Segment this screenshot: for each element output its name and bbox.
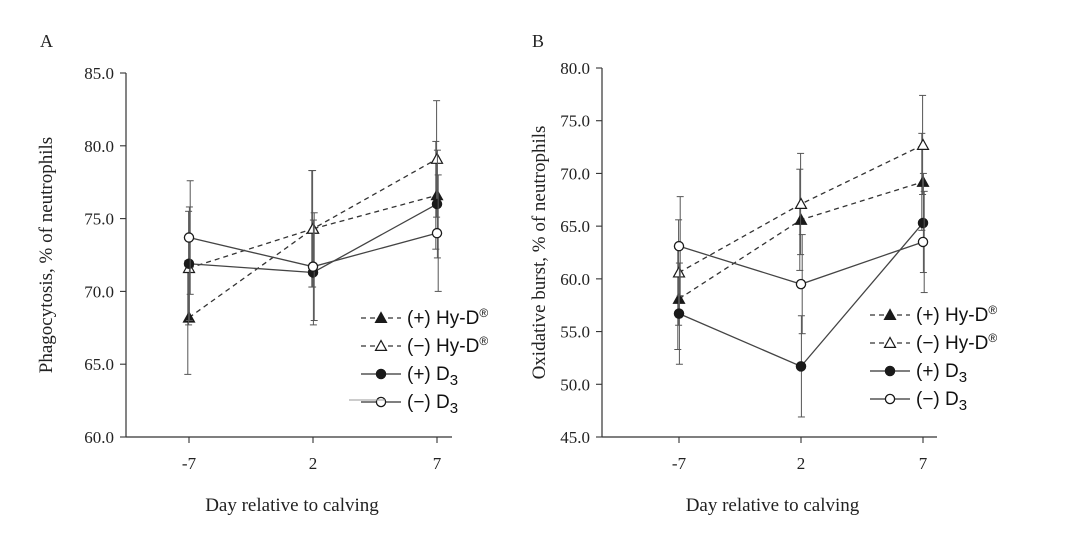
x-tick-label: -7 xyxy=(182,454,197,473)
panel-letter: A xyxy=(40,31,53,51)
legend-subscript: 3 xyxy=(450,372,458,389)
legend-subscript: 3 xyxy=(959,397,967,414)
y-tick-label: 85.0 xyxy=(84,64,114,83)
data-point xyxy=(673,308,685,319)
legend-marker xyxy=(374,311,388,323)
legend-label: (+) D3 xyxy=(407,364,458,389)
legend-superscript: ® xyxy=(479,334,488,348)
y-tick-label: 60.0 xyxy=(560,270,590,289)
y-tick-label: 80.0 xyxy=(84,137,114,156)
y-tick-label: 75.0 xyxy=(84,210,114,229)
legend-label: (+) D3 xyxy=(916,361,967,386)
data-point xyxy=(795,361,807,372)
x-tick-label: 2 xyxy=(797,454,806,473)
x-tick-label: 2 xyxy=(309,454,318,473)
series-line xyxy=(188,194,438,319)
y-tick-label: 45.0 xyxy=(560,428,590,447)
legend-marker xyxy=(375,368,387,380)
series-open-triangle xyxy=(672,94,930,326)
data-point xyxy=(183,232,195,243)
legend-label: (−) D3 xyxy=(407,392,458,417)
x-axis-title: Day relative to calving xyxy=(205,495,379,516)
data-point xyxy=(795,278,807,290)
data-point xyxy=(916,138,930,150)
legend-superscript: ® xyxy=(988,303,997,317)
data-point xyxy=(917,217,929,229)
legend-label: (+) Hy-D® xyxy=(916,303,997,326)
y-tick-label: 80.0 xyxy=(560,59,590,78)
legend-label: (−) D3 xyxy=(916,389,967,414)
y-tick-label: 60.0 xyxy=(84,428,114,447)
legend-label-text: (−) D xyxy=(407,392,450,413)
series-filled-circle xyxy=(183,149,443,326)
y-tick-label: 70.0 xyxy=(560,164,590,183)
data-point xyxy=(183,258,195,269)
legend: (+) Hy-D®(−) Hy-D®(+) D3(−) D3 xyxy=(870,303,997,414)
legend-marker xyxy=(884,365,896,377)
x-tick-label: 7 xyxy=(433,454,442,473)
data-point xyxy=(431,198,443,210)
data-point xyxy=(431,227,443,239)
legend-label-text: (+) Hy-D xyxy=(407,308,479,329)
legend-label: (−) Hy-D® xyxy=(916,331,997,354)
series-open-circle xyxy=(183,174,443,322)
legend-subscript: 3 xyxy=(959,369,967,386)
y-tick-label: 75.0 xyxy=(560,112,590,131)
legend-label-text: (−) Hy-D xyxy=(407,336,479,357)
legend-label: (+) Hy-D® xyxy=(407,306,488,329)
y-axis-title: Oxidative burst, % of neutrophils xyxy=(529,126,550,380)
legend-marker xyxy=(374,339,388,351)
panel-b: B 45.0 50.0 55.0 60.0 65.0 70.0 75.0 80.0 -7 2 7 Day… xyxy=(529,31,997,516)
data-point xyxy=(307,261,319,272)
y-tick-label: 70.0 xyxy=(84,282,114,301)
y-tick-label: 65.0 xyxy=(560,217,590,236)
x-axis-title: Day relative to calving xyxy=(686,495,860,516)
y-tick-label: 65.0 xyxy=(84,355,114,374)
legend-label-text: (+) Hy-D xyxy=(916,305,988,326)
y-tick-label: 55.0 xyxy=(560,323,590,342)
data-point xyxy=(673,240,685,252)
legend-superscript: ® xyxy=(988,331,997,345)
series-filled-circle xyxy=(673,172,929,418)
legend: (+) Hy-D®(−) Hy-D®(+) D3(−) D3 xyxy=(361,306,488,417)
legend-label: (−) Hy-D® xyxy=(407,334,488,357)
y-axis-title: Phagocytosis, % of neutrophils xyxy=(36,137,57,373)
legend-label-text: (−) Hy-D xyxy=(916,333,988,354)
legend-marker xyxy=(884,393,896,405)
x-tick-label: -7 xyxy=(672,454,687,473)
panel-letter: B xyxy=(532,31,544,51)
legend-subscript: 3 xyxy=(450,400,458,417)
series-open-circle xyxy=(673,190,929,335)
panel-a: A 60.0 65.0 70.0 75.0 80.0 85.0 -7 2 7 Day relativ… xyxy=(36,31,488,516)
data-point xyxy=(794,197,808,210)
legend-label-text: (−) D xyxy=(916,389,959,410)
x-tick-label: 7 xyxy=(919,454,928,473)
legend-marker xyxy=(883,336,897,348)
legend-marker xyxy=(883,308,897,320)
legend-marker xyxy=(375,396,387,408)
legend-label-text: (+) D xyxy=(916,361,959,382)
data-point xyxy=(917,236,929,248)
legend-superscript: ® xyxy=(479,306,488,320)
legend-label-text: (+) D xyxy=(407,364,450,385)
y-tick-label: 50.0 xyxy=(560,375,590,394)
